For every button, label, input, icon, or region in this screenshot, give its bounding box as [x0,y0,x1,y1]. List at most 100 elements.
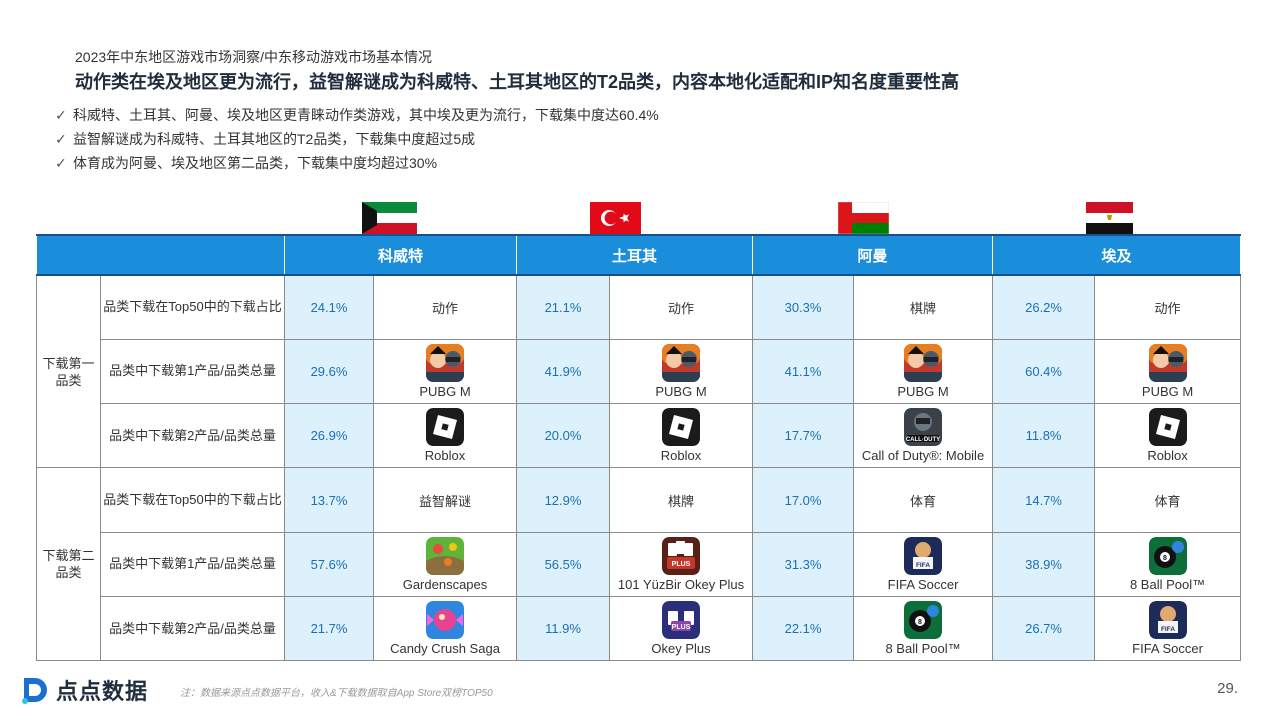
app-cell: Roblox [372,403,518,469]
share-value: 12.9% [516,467,611,533]
category-name: 动作 [1094,274,1242,340]
share-value: 21.7% [284,595,374,662]
share-value: 26.9% [284,403,374,469]
category-group-label: 下载第一品类 [36,274,101,469]
country-header: 埃及 [992,234,1242,276]
check-icon: ✓ [55,155,67,171]
app-name: Call of Duty®: Mobile [861,448,985,464]
metric-label: 品类中下载第1产品/品类总量 [100,338,285,405]
app-cell: 101 YüzBir Okey Plus [609,531,754,597]
table-row: 下载第二品类 品类下载在Top50中的下载占比 13.7% 益智解谜 12.9% 棋牌 17… [36,467,1242,662]
gardenscapes-icon [426,537,464,575]
share-value: 17.0% [752,467,855,533]
category-name: 棋牌 [853,274,994,340]
category-name: 棋牌 [609,467,754,533]
pubg-icon [904,344,942,382]
call-of-duty-icon [904,408,942,446]
app-cell: Roblox [1094,403,1242,469]
category-group-label: 下载第二品类 [36,467,101,662]
8-ball-pool-icon [904,601,942,639]
app-cell: PUBG M [1094,338,1242,405]
metric-label: 品类下载在Top50中的下载占比 [100,467,285,533]
app-cell: PUBG M [372,338,518,405]
app-name: 8 Ball Pool™ [885,641,961,657]
roblox-icon [426,408,464,446]
roblox-icon [662,408,700,446]
share-value: 13.7% [284,467,374,533]
app-name: Roblox [424,448,466,464]
footnote: 注：数据来源点点数据平台，收入&下载数据取自App Store双榜TOP50 [180,688,493,699]
bullet-list: ✓ 科威特、土耳其、阿曼、埃及地区更青睐动作类游戏，其中埃及更为流行，下载集中度达… [55,105,659,177]
share-value: 41.9% [516,338,611,405]
header-corner [36,234,285,276]
share-value: 41.1% [752,338,855,405]
page-number: 29. [1217,680,1238,697]
country-header: 科威特 [283,234,518,276]
country-header: 阿曼 [752,234,994,276]
app-name: FIFA Soccer [887,576,959,592]
app-name: PUBG M [1141,383,1194,399]
share-value: 31.3% [752,531,855,597]
app-cell: PUBG M [853,338,994,405]
kuwait-flag-icon [362,202,417,234]
app-name: Candy Crush Saga [390,641,500,657]
app-cell: Call of Duty®: Mobile [853,403,994,469]
app-name: PUBG M [897,383,949,399]
turkey-flag-icon [590,202,641,234]
app-name: PUBG M [419,383,471,399]
app-cell: Okey Plus [609,595,754,662]
app-name: Roblox [1147,448,1188,464]
check-icon: ✓ [55,107,67,123]
table-row: 品类中下载第1产品/品类总量 57.6% Gardenscapes 56.5% 101 … [37,531,1242,597]
pubg-icon [1149,344,1187,382]
metric-label: 品类中下载第2产品/品类总量 [100,403,285,469]
metric-label: 品类中下载第1产品/品类总量 [100,531,285,597]
app-cell: Gardenscapes [372,531,518,597]
diandian-logo-icon [22,678,47,704]
bullet-item: ✓ 体育成为阿曼、埃及地区第二品类，下载集中度均超过30% [55,153,659,177]
table-header-row: 科威特 土耳其 阿曼 埃及 [36,234,1242,276]
table-row: 品类中下载第2产品/品类总量 26.9% Roblox 20.0% Roblox 17.7… [37,403,1242,469]
brand-name: 点点数据 [56,679,149,704]
share-value: 26.2% [992,274,1096,340]
category-name: 体育 [853,467,994,533]
share-value: 11.8% [992,403,1096,469]
table-row: 下载第一品类 品类下载在Top50中的下载占比 24.1% 动作 21.1% 动作 30.3… [36,274,1242,469]
share-value: 30.3% [752,274,855,340]
okey-plus-icon [662,601,700,639]
brand-logo: 点点数据 [20,674,148,706]
category-name: 益智解谜 [372,467,518,533]
market-table: 科威特 土耳其 阿曼 埃及 下载第一品类 品类下载在Top50中的下载占比 24.1… [36,234,1242,662]
bullet-item: ✓ 科威特、土耳其、阿曼、埃及地区更青睐动作类游戏，其中埃及更为流行，下载集中度达… [55,105,659,129]
page-title: 动作类在埃及地区更为流行，益智解谜成为科威特、土耳其地区的T2品类，内容本地化适… [75,72,960,92]
bullet-item: ✓ 益智解谜成为科威特、土耳其地区的T2品类，下载集中度超过5成 [55,129,659,153]
category-name: 动作 [609,274,754,340]
fifa-soccer-icon [904,537,942,575]
share-value: 60.4% [992,338,1096,405]
share-value: 24.1% [284,274,374,340]
metric-label: 品类中下载第2产品/品类总量 [100,595,285,662]
share-value: 11.9% [516,595,611,662]
app-name: FIFA Soccer [1132,641,1203,657]
share-value: 14.7% [992,467,1096,533]
app-name: 101 YüzBir Okey Plus [617,576,745,592]
8-ball-pool-icon [1149,537,1187,575]
share-value: 17.7% [752,403,855,469]
app-cell: Candy Crush Saga [372,595,518,662]
share-value: 38.9% [992,531,1096,597]
share-value: 56.5% [516,531,611,597]
egypt-flag-icon [1086,202,1133,234]
app-cell: Roblox [609,403,754,469]
roblox-icon [1149,408,1187,446]
pubg-icon [662,344,700,382]
app-cell: 8 Ball Pool™ [1094,531,1242,597]
share-value: 20.0% [516,403,611,469]
category-name: 动作 [372,274,518,340]
table-row: 品类中下载第1产品/品类总量 29.6% PUBG M 41.9% PUBG M 41.1… [37,338,1242,405]
oman-flag-icon [838,202,889,234]
table-row: 品类中下载第2产品/品类总量 21.7% Candy Crush Saga 11.9%… [37,595,1242,662]
metric-label: 品类下载在Top50中的下载占比 [100,274,285,340]
supertitle: 2023年中东地区游戏市场洞察/中东移动游戏市场基本情况 [75,49,433,65]
candy-crush-icon [426,601,464,639]
app-name: Gardenscapes [402,576,488,592]
